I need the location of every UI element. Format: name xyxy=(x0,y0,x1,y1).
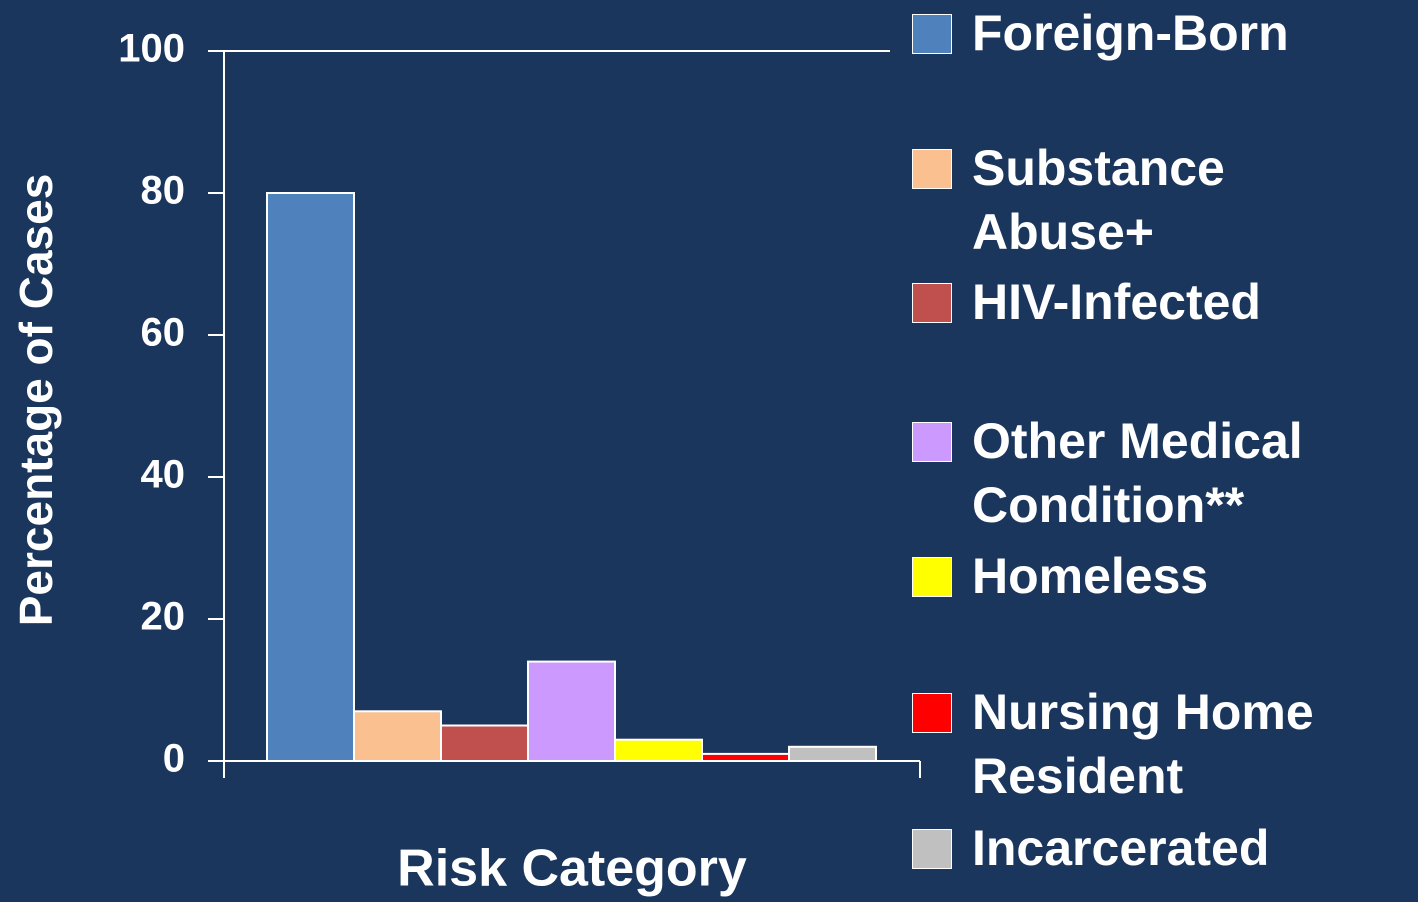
y-tick-label: 40 xyxy=(141,453,186,497)
legend-label: Foreign-Born xyxy=(972,5,1289,61)
x-axis-label: Risk Category xyxy=(397,840,747,898)
bar xyxy=(266,192,355,762)
legend-swatch xyxy=(912,422,952,462)
legend-label: Substance Abuse+ xyxy=(972,140,1225,260)
legend-swatch xyxy=(912,14,952,54)
y-tick-label: 0 xyxy=(163,737,185,781)
legend-swatch xyxy=(912,149,952,189)
legend-label: Homeless xyxy=(972,548,1209,604)
y-tick-label: 20 xyxy=(141,595,186,639)
y-tick-label: 80 xyxy=(141,169,186,213)
legend-swatch xyxy=(912,693,952,733)
y-tick-label: 60 xyxy=(141,311,186,355)
y-axis-label: Percentage of Cases xyxy=(10,174,62,627)
legend-swatch xyxy=(912,283,952,323)
bar xyxy=(353,710,442,762)
legend-label: HIV-Infected xyxy=(972,274,1261,330)
bar xyxy=(527,660,616,762)
bar xyxy=(788,745,877,762)
bar xyxy=(701,752,790,763)
bar xyxy=(440,724,529,762)
y-tick-label: 100 xyxy=(118,27,185,71)
bar xyxy=(614,738,703,763)
legend-swatch xyxy=(912,829,952,869)
legend-label: Nursing Home Resident xyxy=(972,684,1314,804)
legend-label: Incarcerated xyxy=(972,820,1270,876)
legend-swatch xyxy=(912,557,952,597)
legend-label: Other Medical Condition** xyxy=(972,413,1303,533)
